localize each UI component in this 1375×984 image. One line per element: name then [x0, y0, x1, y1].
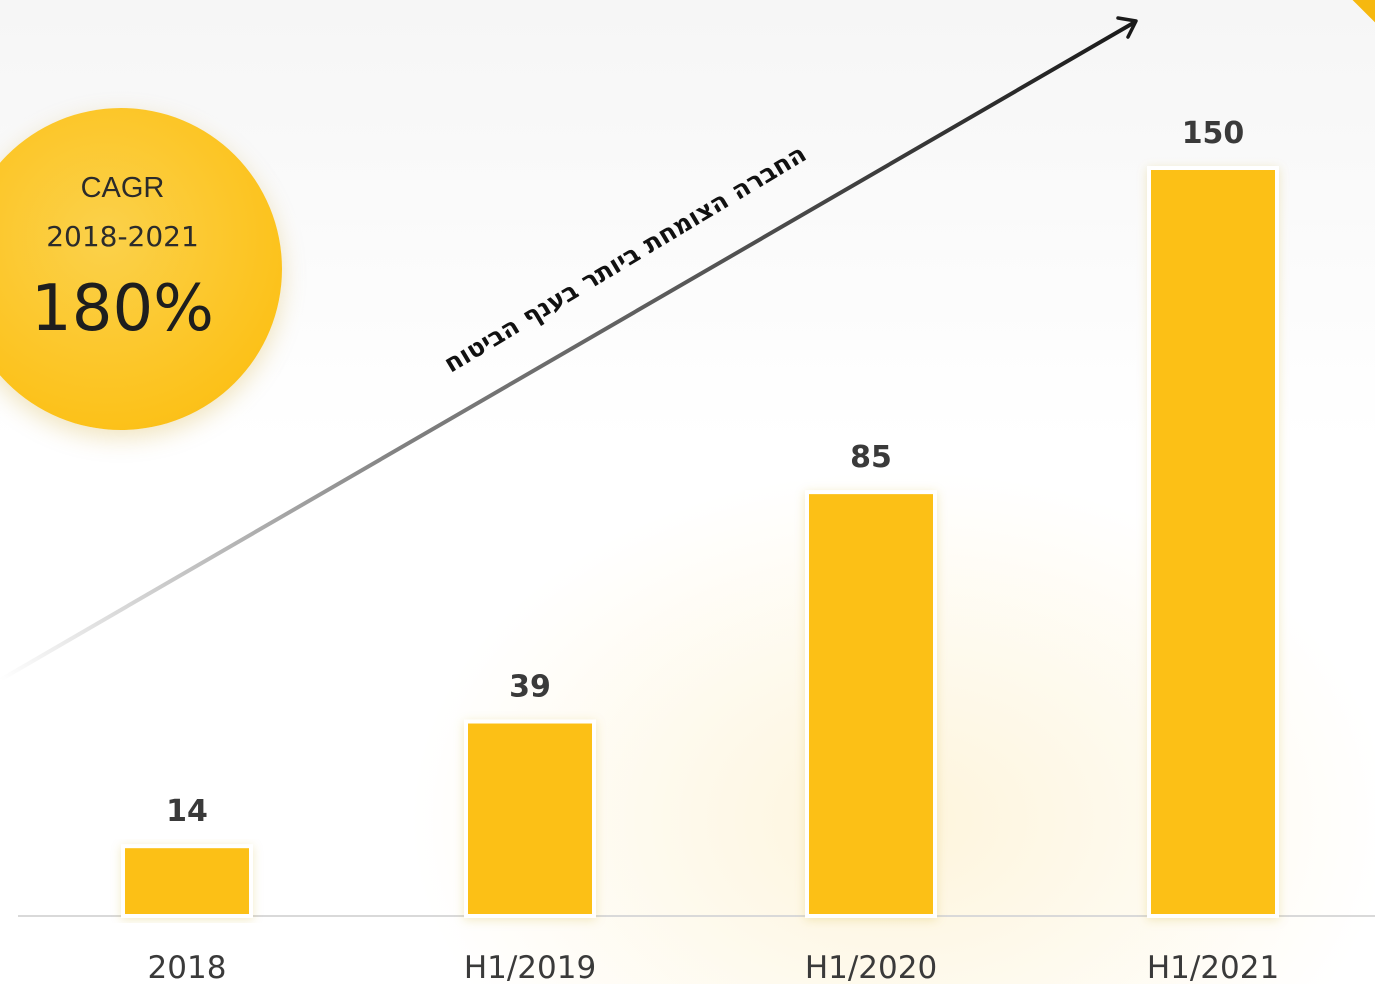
cagr-badge [0, 108, 282, 430]
bar-h1-2019 [464, 719, 596, 919]
trend-arrow-head [1116, 16, 1138, 39]
cagr-label: CAGR [80, 172, 165, 204]
x-tick-label: 2018 [148, 950, 227, 984]
x-tick-label: H1/2021 [1147, 950, 1279, 984]
bar-h1-2020 [805, 490, 937, 918]
x-tick-label: H1/2020 [805, 950, 937, 984]
bar-2018 [121, 844, 253, 918]
x-tick-label: H1/2019 [464, 950, 596, 984]
trend-arrow-line [0, 20, 1137, 682]
bar-value-label: 150 [1182, 116, 1245, 151]
cagr-value: 180% [31, 272, 214, 346]
bar-value-label: 85 [850, 440, 892, 475]
bar-value-label: 39 [509, 670, 551, 705]
bar-value-label: 14 [166, 794, 208, 829]
cagr-period: 2018-2021 [46, 220, 199, 253]
bar-h1-2021 [1147, 166, 1279, 918]
bars-layer: 14 2018 39 H1/2019 85 H1/2020 150 H1/2021 [121, 116, 1279, 984]
